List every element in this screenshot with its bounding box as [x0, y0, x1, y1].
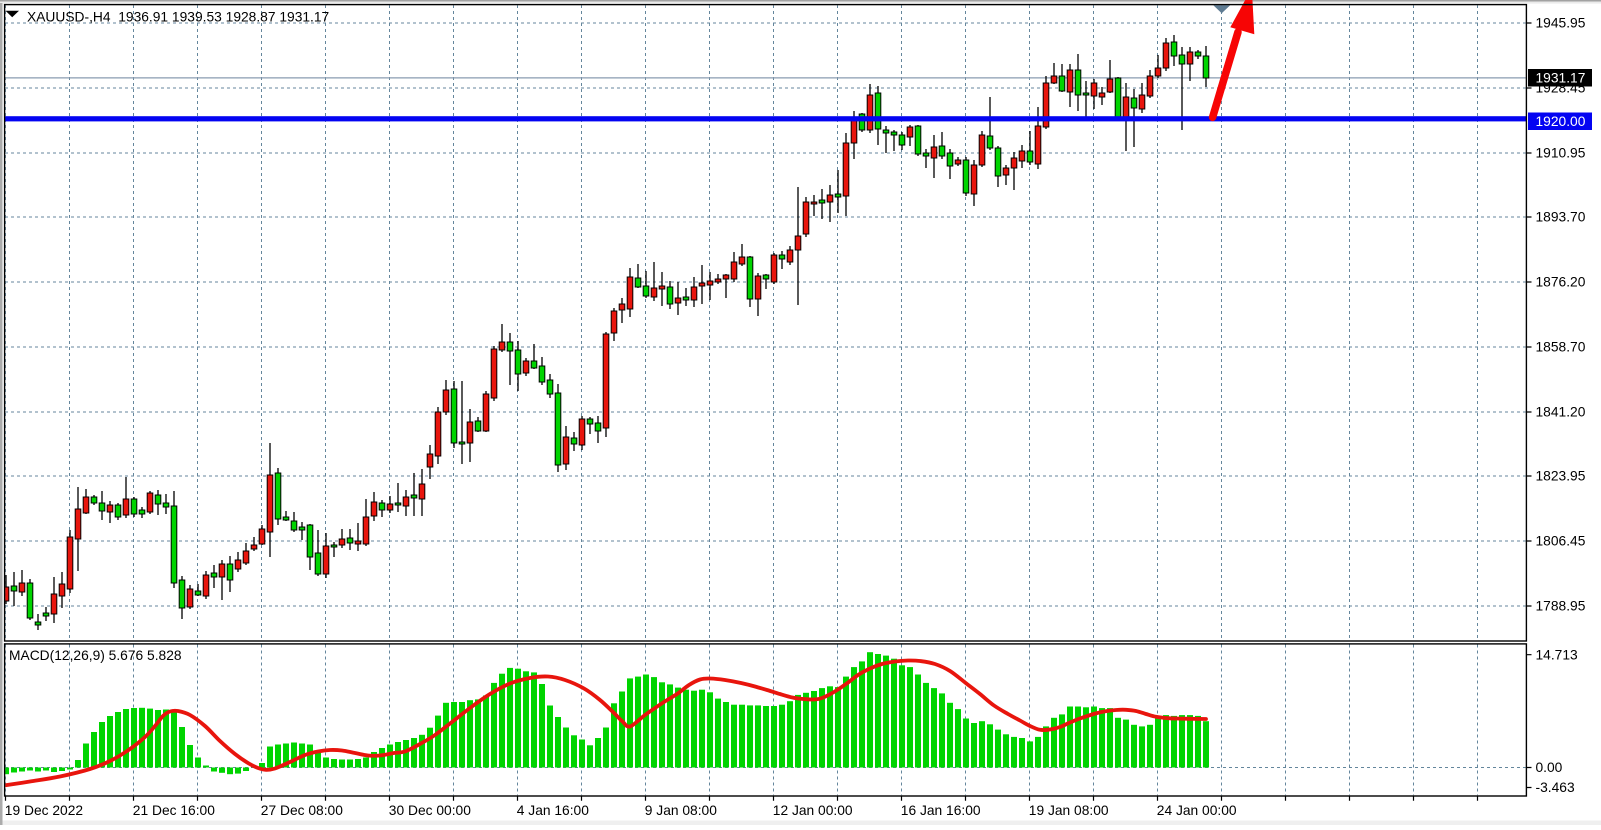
svg-text:-3.463: -3.463 [1536, 780, 1575, 795]
svg-text:1910.95: 1910.95 [1536, 146, 1586, 161]
svg-text:1945.95: 1945.95 [1536, 16, 1586, 31]
svg-text:0.00: 0.00 [1536, 760, 1563, 775]
svg-text:1823.95: 1823.95 [1536, 469, 1586, 484]
svg-text:1858.70: 1858.70 [1536, 340, 1586, 355]
svg-text:4 Jan 16:00: 4 Jan 16:00 [517, 803, 589, 818]
svg-text:16 Jan 16:00: 16 Jan 16:00 [901, 803, 981, 818]
svg-text:14.713: 14.713 [1536, 647, 1579, 662]
svg-text:1931.17: 1931.17 [1536, 71, 1586, 86]
svg-text:1920.00: 1920.00 [1536, 114, 1586, 129]
svg-text:12 Jan 00:00: 12 Jan 00:00 [773, 803, 853, 818]
svg-text:27 Dec 08:00: 27 Dec 08:00 [261, 803, 343, 818]
svg-text:9 Jan 08:00: 9 Jan 08:00 [645, 803, 717, 818]
svg-text:1806.45: 1806.45 [1536, 534, 1586, 549]
svg-text:24 Jan 00:00: 24 Jan 00:00 [1157, 803, 1237, 818]
svg-text:XAUUSD-,H4 1936.91 1939.53 19: XAUUSD-,H4 1936.91 1939.53 1928.87 1931.… [27, 9, 329, 24]
svg-text:30 Dec 00:00: 30 Dec 00:00 [389, 803, 471, 818]
svg-text:1841.20: 1841.20 [1536, 405, 1586, 420]
svg-text:1893.70: 1893.70 [1536, 210, 1586, 225]
svg-text:21 Dec 16:00: 21 Dec 16:00 [133, 803, 215, 818]
svg-text:1876.20: 1876.20 [1536, 275, 1586, 290]
svg-text:19 Dec 2022: 19 Dec 2022 [5, 803, 83, 818]
svg-text:MACD(12,26,9) 5.676 5.828: MACD(12,26,9) 5.676 5.828 [9, 648, 182, 663]
svg-text:1788.95: 1788.95 [1536, 599, 1586, 614]
svg-text:19 Jan 08:00: 19 Jan 08:00 [1029, 803, 1109, 818]
